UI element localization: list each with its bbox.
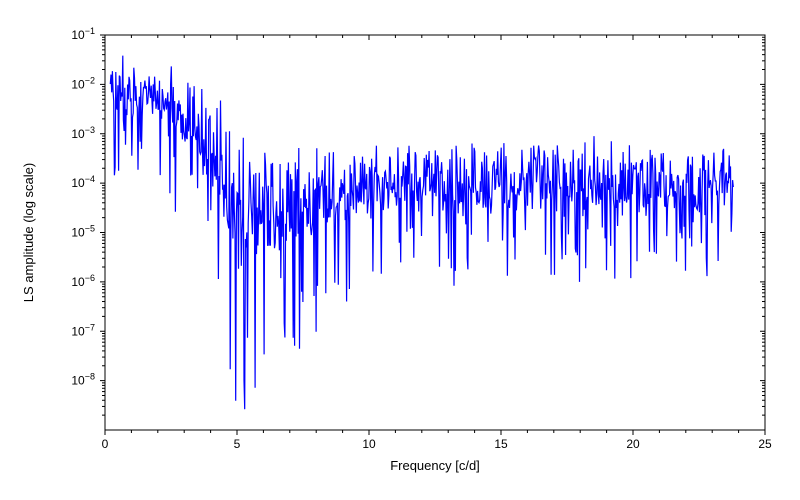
x-tick-label: 0 — [102, 437, 109, 451]
y-tick-label: 10−1 — [71, 26, 95, 42]
chart-svg: 0 5 10 15 20 25 10−8 10−7 10−6 10−5 10−4 10−3 10−2 10… — [0, 0, 800, 500]
x-axis-label: Frequency [c/d] — [390, 458, 480, 473]
periodogram-chart: 0 5 10 15 20 25 10−8 10−7 10−6 10−5 10−4 10−3 10−2 10… — [0, 0, 800, 500]
x-tick-label: 5 — [234, 437, 241, 451]
periodogram-line — [110, 56, 733, 410]
y-tick-label: 10−6 — [71, 273, 95, 289]
plot-frame — [105, 35, 765, 430]
x-tick-label: 25 — [758, 437, 772, 451]
y-tick-label: 10−3 — [71, 125, 95, 141]
y-tick-label: 10−2 — [71, 75, 95, 91]
x-tick-label: 10 — [362, 437, 376, 451]
y-tick-label: 10−7 — [71, 322, 95, 338]
x-tick-label: 15 — [494, 437, 508, 451]
y-tick-label: 10−8 — [71, 372, 95, 388]
y-tick-label: 10−4 — [71, 174, 95, 190]
y-axis-label: LS amplitude (log scale) — [21, 163, 36, 302]
y-tick-label: 10−5 — [71, 224, 95, 240]
x-tick-label: 20 — [626, 437, 640, 451]
